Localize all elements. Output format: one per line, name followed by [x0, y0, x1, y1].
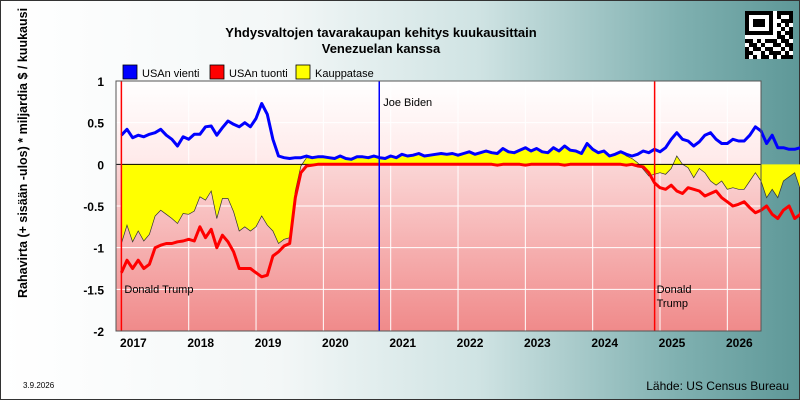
- qr-code-icon: [745, 11, 793, 59]
- x-tick-label: 2022: [457, 336, 484, 350]
- marker-label: Donald Trump: [124, 284, 193, 296]
- y-tick-label: -0.5: [83, 200, 104, 214]
- y-tick-label: 0.5: [87, 117, 104, 131]
- x-tick-label: 2020: [322, 336, 349, 350]
- date-stamp: 3.9.2026: [23, 381, 55, 390]
- legend-swatch: [295, 64, 311, 80]
- legend-swatch: [122, 64, 138, 80]
- source-label: Lähde: US Census Bureau: [646, 379, 789, 393]
- legend-label: USAn vienti: [142, 68, 199, 80]
- y-tick-label: 0: [97, 158, 104, 172]
- x-tick-label: 2018: [187, 336, 214, 350]
- x-tick-label: 2017: [120, 336, 147, 350]
- chart-title-line2: Venezuelan kanssa: [321, 41, 441, 56]
- x-tick-label: 2024: [591, 336, 618, 350]
- import-line: [120, 162, 800, 279]
- legend-label: USAn tuonti: [229, 68, 288, 80]
- export-line: [120, 102, 800, 161]
- y-tick-label: -1: [93, 242, 104, 256]
- y-tick-label: 1: [97, 75, 104, 89]
- x-tick-label: 2021: [389, 336, 416, 350]
- x-tick-label: 2023: [524, 336, 551, 350]
- balance-area: [121, 143, 800, 244]
- marker-label: Trump: [657, 298, 688, 310]
- marker-label: Donald: [657, 284, 692, 296]
- legend-swatch: [209, 64, 225, 80]
- marker-label: Joe Biden: [383, 97, 432, 109]
- y-tick-label: -2: [93, 325, 104, 339]
- x-tick-label: 2025: [659, 336, 686, 350]
- x-tick-label: 2026: [726, 336, 753, 350]
- chart-title-line1: Yhdysvaltojen tavarakaupan kehitys kuuka…: [225, 25, 537, 40]
- y-tick-label: -1.5: [83, 283, 104, 297]
- plot-border: [115, 80, 762, 332]
- x-tick-label: 2019: [255, 336, 282, 350]
- legend-label: Kauppatase: [315, 68, 374, 80]
